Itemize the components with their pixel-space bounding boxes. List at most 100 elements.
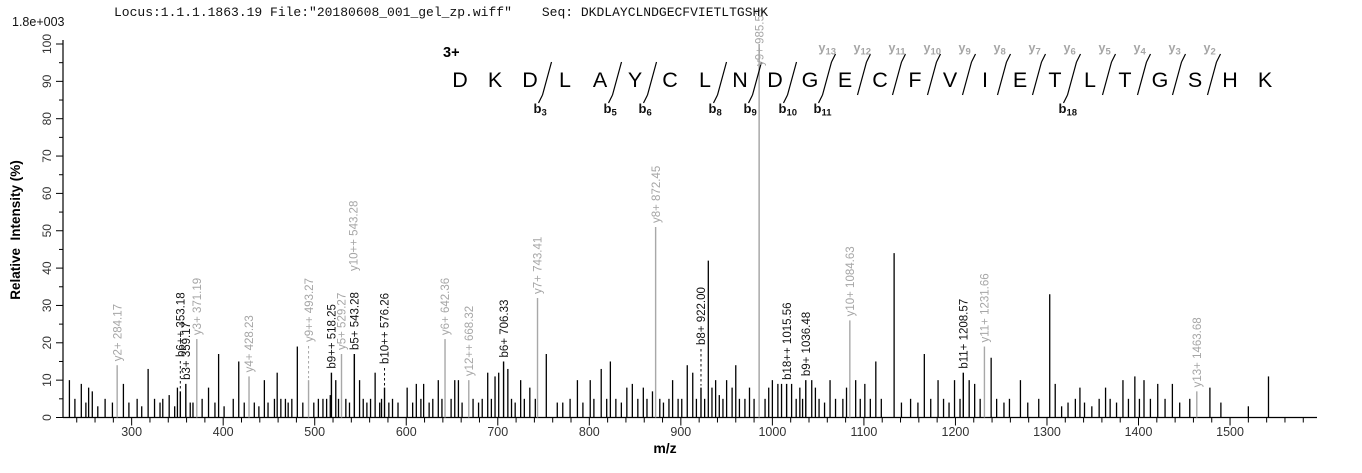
- b-slash-foot: [537, 94, 544, 104]
- b3-marker: b3: [534, 101, 547, 119]
- peak-label-b6+: b6+ 706.33: [499, 300, 511, 358]
- y-tick-label: 100: [40, 34, 54, 54]
- peaks: [68, 44, 1270, 418]
- cleavage-slash: [541, 61, 553, 96]
- y9-marker: y9: [959, 41, 971, 58]
- residue-15: V: [943, 68, 958, 92]
- y-tick-label: 40: [40, 261, 54, 275]
- y-tick-label: 90: [40, 74, 54, 88]
- b-slash-foot: [747, 94, 754, 104]
- cleavage-slash: [961, 61, 973, 96]
- peak-label-y10++: y10++ 543.28: [349, 201, 361, 271]
- peak-label-b9+: b9+ 1036.48: [801, 312, 813, 376]
- residue-19: L: [1084, 68, 1096, 92]
- residue-17: E: [1013, 68, 1027, 92]
- cleavage-slash: [786, 61, 798, 96]
- axes: 300 400 500 600 700 800 900 1000 1100 1200 1300 140…: [8, 34, 1317, 456]
- peak-label-y7+: y7+ 743.41: [533, 237, 545, 294]
- b8-marker: b8: [709, 101, 722, 119]
- y10-marker: y10: [924, 41, 942, 58]
- cleavage-slash: [1066, 61, 1078, 96]
- peak-label-b9++: b9++ 518.25: [327, 304, 339, 369]
- y-slash-foot: [1145, 53, 1152, 63]
- y-slash-foot: [1040, 53, 1047, 63]
- residue-9: N: [732, 68, 748, 92]
- y-slash-foot: [1075, 53, 1082, 63]
- cleavage-slash: [716, 61, 728, 96]
- residue-6: Y: [628, 68, 642, 92]
- peak-label-y9++: y9++ 493.27: [304, 278, 316, 342]
- base-peak-intensity-label: 1.8e+003: [12, 15, 65, 29]
- x-axis-title: m/z: [653, 440, 676, 456]
- peak-label-y5+: y5+ 529.27: [337, 293, 349, 350]
- y11-marker: y11: [889, 41, 907, 58]
- y-slash-foot: [1180, 53, 1187, 63]
- y7-marker: y7: [1029, 41, 1041, 58]
- y-tick-label: 80: [40, 112, 54, 126]
- locus-file-text: Locus:1.1.1.1863.19 File:"20180608_001_g…: [114, 5, 512, 20]
- y3-marker: y3: [1169, 41, 1181, 58]
- b11-marker: b11: [814, 101, 833, 119]
- cleavage-slash: [926, 61, 938, 96]
- peak-label-b10++: b10++ 576.26: [380, 293, 392, 364]
- peak-label-y2+: y2+ 284.17: [112, 304, 124, 361]
- b18-marker: b18: [1059, 101, 1078, 119]
- precursor-charge: 3+: [443, 45, 460, 61]
- residue-18: T: [1048, 68, 1061, 92]
- x-tick-label: 800: [579, 425, 600, 439]
- y-slash-foot: [865, 53, 872, 63]
- residue-7: C: [662, 68, 678, 92]
- y-slash-foot: [970, 53, 977, 63]
- x-tick-label: 1300: [1033, 425, 1061, 439]
- cleavage-slash: [856, 61, 868, 96]
- residue-4: L: [559, 68, 571, 92]
- b6-marker: b6: [639, 101, 652, 119]
- y-axis-title: Relative Intensity (%): [8, 160, 23, 300]
- y-tick-label: 0: [40, 414, 54, 421]
- residue-1: D: [452, 68, 468, 92]
- peak-label-y13+: y13+ 1463.68: [1192, 317, 1204, 387]
- b-slash-foot: [642, 94, 649, 104]
- residue-14: F: [908, 68, 921, 92]
- residue-24: K: [1258, 68, 1273, 92]
- residue-23: H: [1222, 68, 1238, 92]
- x-tick-label: 700: [487, 425, 508, 439]
- peak-label-b8+: b8+ 922.00: [696, 287, 708, 345]
- residue-3: D: [522, 68, 538, 92]
- peak-label-y11+: y11+ 1231.66: [980, 273, 992, 342]
- y-slash-foot: [935, 53, 942, 63]
- b-slash-foot: [712, 94, 719, 104]
- y-tick-label: 30: [40, 298, 54, 312]
- y-slash-foot: [900, 53, 907, 63]
- y-slash-foot: [1110, 53, 1117, 63]
- locus-file-header: Locus:1.1.1.1863.19 File:"20180608_001_g…: [114, 5, 768, 20]
- residue-11: G: [802, 68, 819, 92]
- b-slash-foot: [782, 94, 789, 104]
- residue-21: G: [1152, 68, 1169, 92]
- x-tick-label: 600: [396, 425, 417, 439]
- peak-label-b11+: b11+ 1208.57: [958, 299, 970, 369]
- cleavage-slash: [611, 61, 623, 96]
- cleavage-slash: [1206, 61, 1218, 96]
- cleavage-slash: [1101, 61, 1113, 96]
- peak-label-b3+: b3+ 359.17: [181, 322, 193, 380]
- peak-label-b6++: b6++ 353.18: [176, 292, 188, 357]
- y4-marker: y4: [1134, 41, 1147, 58]
- cleavage-slash: [1031, 61, 1043, 96]
- x-tick-label: 900: [670, 425, 691, 439]
- cleavage-slash: [1136, 61, 1148, 96]
- y-tick-label: 60: [40, 186, 54, 200]
- residue-2: K: [488, 68, 503, 92]
- peak-label-y6+: y6+ 642.36: [440, 278, 452, 335]
- y-tick-label: 10: [40, 373, 54, 387]
- y-slash-foot: [1005, 53, 1012, 63]
- x-tick-label: 1200: [942, 425, 970, 439]
- residue-22: S: [1188, 68, 1202, 92]
- cleavage-slash: [646, 61, 658, 96]
- y-slash-foot: [830, 53, 837, 63]
- sequence-header-text: Seq: DKDLAYCLNDGECFVIETLTGSHK: [541, 5, 769, 20]
- y13-marker: y13: [819, 41, 837, 58]
- cleavage-slash: [1171, 61, 1183, 96]
- cleavage-slash: [821, 61, 833, 96]
